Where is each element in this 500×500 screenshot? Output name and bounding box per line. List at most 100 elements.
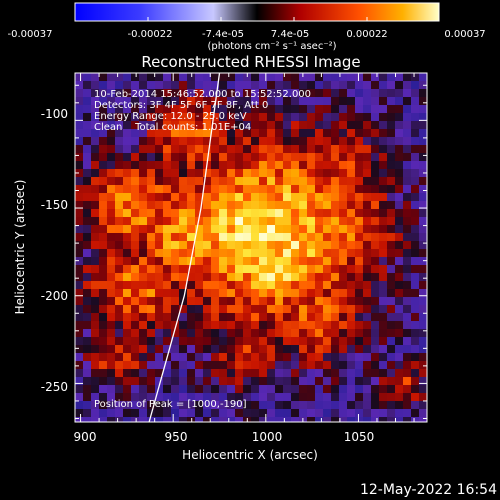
image-pixel: [379, 273, 388, 282]
image-pixel: [339, 289, 348, 298]
image-pixel: [123, 313, 132, 322]
image-pixel: [355, 129, 364, 138]
image-pixel: [275, 161, 284, 170]
image-pixel: [299, 89, 308, 98]
image-pixel: [259, 217, 268, 226]
image-pixel: [307, 137, 316, 146]
image-pixel: [283, 193, 292, 202]
image-pixel: [131, 209, 140, 218]
image-pixel: [75, 313, 84, 322]
image-pixel: [275, 337, 284, 346]
image-pixel: [219, 105, 228, 114]
image-pixel: [211, 249, 220, 258]
image-pixel: [123, 137, 132, 146]
image-pixel: [83, 81, 92, 90]
image-pixel: [187, 329, 196, 338]
image-pixel: [99, 225, 108, 234]
image-pixel: [363, 81, 372, 90]
image-pixel: [75, 409, 84, 418]
image-pixel: [371, 385, 380, 394]
image-pixel: [123, 161, 132, 170]
image-pixel: [419, 393, 427, 402]
image-pixel: [275, 153, 284, 162]
image-pixel: [171, 281, 180, 290]
image-pixel: [203, 353, 212, 362]
image-pixel: [139, 97, 148, 106]
image-pixel: [299, 257, 308, 266]
image-pixel: [299, 377, 308, 386]
image-pixel: [171, 313, 180, 322]
image-pixel: [395, 129, 404, 138]
image-pixel: [291, 273, 300, 282]
image-pixel: [155, 113, 164, 122]
image-pixel: [267, 89, 276, 98]
image-pixel: [211, 257, 220, 266]
image-pixel: [355, 145, 364, 154]
image-pixel: [347, 209, 356, 218]
image-pixel: [131, 385, 140, 394]
image-pixel: [291, 353, 300, 362]
image-pixel: [363, 393, 372, 402]
image-pixel: [91, 145, 100, 154]
image-pixel: [363, 233, 372, 242]
image-pixel: [155, 241, 164, 250]
image-pixel: [219, 289, 228, 298]
image-pixel: [131, 113, 140, 122]
image-pixel: [291, 233, 300, 242]
image-pixel: [131, 73, 140, 82]
image-pixel: [227, 185, 236, 194]
image-pixel: [315, 417, 324, 422]
image-pixel: [395, 169, 404, 178]
image-pixel: [203, 393, 212, 402]
image-pixel: [291, 201, 300, 210]
image-pixel: [163, 137, 172, 146]
image-pixel: [419, 337, 427, 346]
image-pixel: [147, 185, 156, 194]
image-pixel: [371, 209, 380, 218]
image-pixel: [83, 193, 92, 202]
image-pixel: [411, 345, 420, 354]
image-pixel: [75, 353, 84, 362]
image-pixel: [91, 209, 100, 218]
image-pixel: [259, 145, 268, 154]
image-pixel: [163, 273, 172, 282]
image-pixel: [291, 305, 300, 314]
image-pixel: [339, 241, 348, 250]
image-pixel: [107, 273, 116, 282]
image-pixel: [403, 113, 412, 122]
image-pixel: [235, 113, 244, 122]
image-pixel: [219, 209, 228, 218]
image-pixel: [291, 329, 300, 338]
image-pixel: [147, 417, 156, 422]
image-pixel: [163, 313, 172, 322]
image-pixel: [371, 233, 380, 242]
image-pixel: [115, 361, 124, 370]
image-pixel: [147, 113, 156, 122]
image-pixel: [307, 121, 316, 130]
image-pixel: [187, 409, 196, 418]
image-pixel: [131, 137, 140, 146]
image-pixel: [99, 265, 108, 274]
image-pixel: [243, 161, 252, 170]
image-pixel: [115, 177, 124, 186]
image-pixel: [379, 305, 388, 314]
image-pixel: [75, 137, 84, 146]
image-pixel: [371, 265, 380, 274]
image-pixel: [195, 417, 204, 422]
image-pixel: [347, 193, 356, 202]
image-pixel: [355, 201, 364, 210]
image-pixel: [267, 289, 276, 298]
image-pixel: [195, 201, 204, 210]
image-pixel: [123, 273, 132, 282]
image-pixel: [171, 129, 180, 138]
image-pixel: [379, 217, 388, 226]
image-pixel: [203, 321, 212, 330]
image-pixel: [283, 281, 292, 290]
image-pixel: [171, 393, 180, 402]
image-pixel: [139, 313, 148, 322]
image-pixel: [163, 233, 172, 242]
image-pixel: [195, 345, 204, 354]
image-pixel: [139, 201, 148, 210]
image-pixel: [219, 361, 228, 370]
image-pixel: [139, 241, 148, 250]
